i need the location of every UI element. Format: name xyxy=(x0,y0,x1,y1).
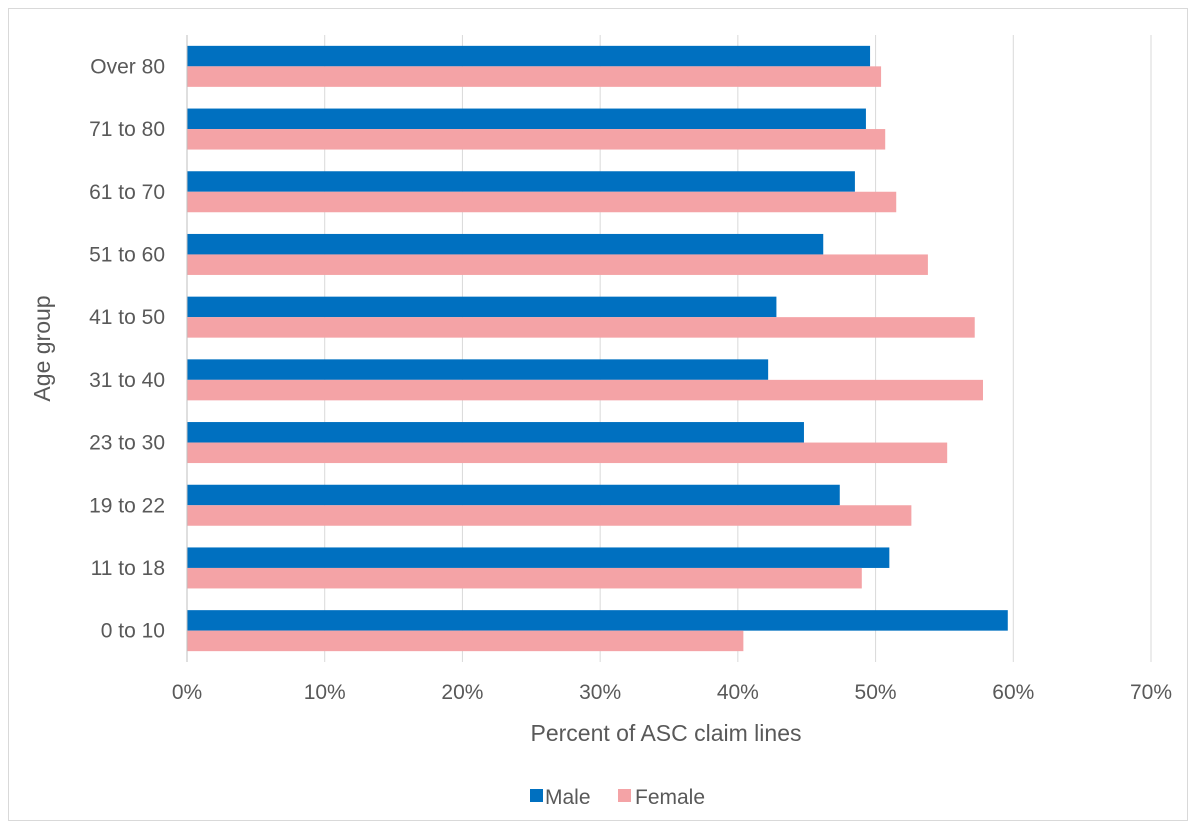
x-tick-label: 60% xyxy=(992,681,1034,704)
x-tick-label: 20% xyxy=(441,681,483,704)
y-tick-label: Over 80 xyxy=(90,55,165,78)
y-axis-title: Age group xyxy=(29,295,55,401)
bar-male xyxy=(187,422,804,443)
legend: Male Female xyxy=(530,786,705,809)
y-tick-labels: 0 to 10 11 to 18 19 to 22 23 to 30 31 to 40 4… xyxy=(89,55,165,642)
bars xyxy=(187,45,1008,652)
y-tick-label: 19 to 22 xyxy=(89,494,165,517)
x-tick-label: 70% xyxy=(1130,681,1172,704)
y-tick-label: 23 to 30 xyxy=(89,432,165,455)
legend-swatch-male xyxy=(530,789,543,802)
x-tick-label: 50% xyxy=(855,681,897,704)
y-tick-label: 41 to 50 xyxy=(89,306,165,329)
bar-female xyxy=(187,129,886,150)
bar-female xyxy=(187,630,744,652)
x-tick-label: 40% xyxy=(717,681,759,704)
legend-label-male: Male xyxy=(545,786,591,809)
y-tick-label: 31 to 40 xyxy=(89,369,165,392)
x-axis-title: Percent of ASC claim lines xyxy=(530,720,801,746)
y-tick-label: 71 to 80 xyxy=(89,118,165,141)
bar-male xyxy=(187,610,1008,631)
bar-male xyxy=(187,45,871,67)
bar-male xyxy=(187,233,824,255)
bar-male xyxy=(187,484,840,506)
bar-male xyxy=(187,359,769,380)
bar-female xyxy=(187,66,882,87)
legend-label-female: Female xyxy=(635,786,705,809)
bar-male xyxy=(187,171,855,192)
bar-female xyxy=(187,317,975,338)
x-tick-label: 10% xyxy=(304,681,346,704)
legend-swatch-female xyxy=(618,789,631,802)
y-tick-label: 61 to 70 xyxy=(89,181,165,204)
bar-male xyxy=(187,108,866,130)
x-tick-label: 30% xyxy=(579,681,621,704)
y-tick-label: 11 to 18 xyxy=(91,557,165,580)
bar-female xyxy=(187,191,897,213)
x-tick-label: 0% xyxy=(172,681,202,704)
bar-male xyxy=(187,547,890,568)
y-tick-label: 51 to 60 xyxy=(89,243,165,266)
bar-female xyxy=(187,442,948,464)
bar-male xyxy=(187,296,777,318)
bar-female xyxy=(187,254,928,275)
bar-female xyxy=(187,505,912,526)
bar-female xyxy=(187,379,983,401)
bar-female xyxy=(187,567,862,589)
y-tick-label: 0 to 10 xyxy=(101,620,165,643)
x-tick-labels: 0% 10% 20% 30% 40% 50% 60% 70% xyxy=(172,681,1172,704)
